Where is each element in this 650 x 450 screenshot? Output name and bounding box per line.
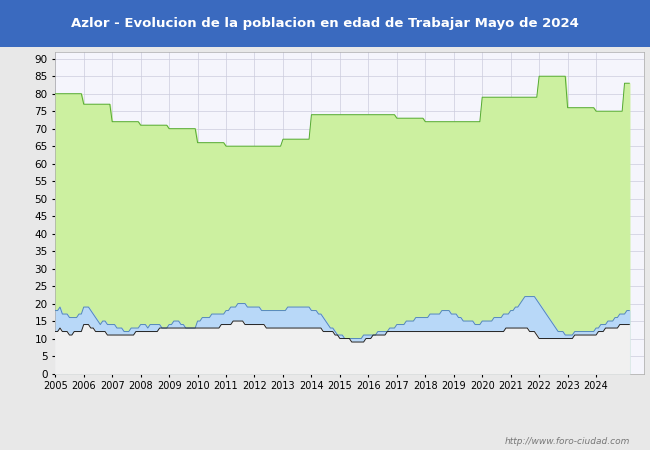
Text: http://www.foro-ciudad.com: http://www.foro-ciudad.com <box>505 436 630 446</box>
Text: Azlor - Evolucion de la poblacion en edad de Trabajar Mayo de 2024: Azlor - Evolucion de la poblacion en eda… <box>71 17 579 30</box>
